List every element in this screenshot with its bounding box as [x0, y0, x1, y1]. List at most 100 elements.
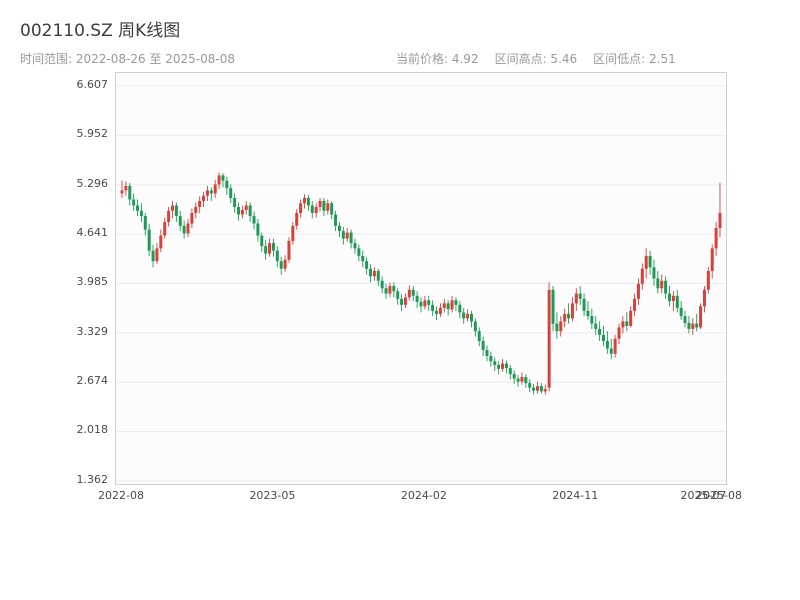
candle-body	[454, 300, 458, 305]
candle-body	[136, 205, 140, 211]
candle-body	[660, 280, 664, 289]
candle-body	[683, 316, 687, 323]
candle-body	[186, 223, 190, 234]
candle-body	[415, 295, 419, 302]
candle-body	[388, 286, 392, 294]
candle-body	[411, 289, 415, 296]
candle-body	[489, 356, 493, 362]
candle-body	[271, 243, 275, 251]
candle-body	[473, 321, 477, 332]
candle-body	[605, 340, 609, 349]
candle-body	[462, 312, 466, 319]
candle-body	[326, 203, 330, 211]
candle-body	[279, 261, 283, 269]
candle-body	[485, 350, 489, 357]
y-tick-label: 5.296	[76, 176, 109, 190]
candle-body	[213, 184, 217, 194]
candle-body	[427, 300, 431, 305]
candle-body	[341, 231, 345, 239]
candle-body	[151, 250, 155, 262]
candle-body	[318, 200, 322, 207]
candle-body	[174, 205, 178, 217]
candle-body	[644, 255, 648, 269]
candle-body	[256, 223, 260, 236]
candle-body	[547, 289, 551, 388]
candle-body	[675, 295, 679, 308]
candlestick-chart	[116, 73, 726, 484]
candle-body	[613, 338, 617, 354]
x-tick-label: 2023-05	[249, 489, 296, 502]
current-price-stat: 当前价格: 4.92	[396, 52, 479, 66]
x-tick-label: 2025-07	[680, 489, 727, 502]
candle-body	[190, 213, 194, 224]
candle-body	[687, 322, 691, 329]
candle-body	[520, 377, 524, 382]
candle-body	[369, 268, 373, 277]
candle-body	[330, 203, 334, 215]
candle-body	[594, 323, 598, 329]
candle-body	[128, 185, 132, 200]
candle-body	[621, 321, 625, 328]
candle-body	[512, 374, 516, 379]
candle-body	[310, 205, 314, 214]
candle-body	[570, 303, 574, 319]
candle-body	[469, 313, 473, 322]
candle-body	[334, 214, 338, 226]
candle-body	[248, 205, 252, 217]
candle-body	[442, 303, 446, 308]
candle-body	[147, 229, 151, 251]
candle-body	[563, 313, 567, 322]
candle-body	[376, 270, 380, 281]
candle-body	[225, 180, 229, 189]
y-tick-label: 6.607	[76, 78, 109, 92]
candle-body	[295, 213, 299, 226]
candle-body	[244, 205, 248, 210]
y-tick-label: 3.329	[76, 324, 109, 338]
candle-body	[407, 289, 411, 298]
candle-body	[132, 199, 136, 206]
candle-body	[466, 313, 470, 319]
candle-body	[714, 228, 718, 249]
candle-body	[139, 210, 143, 217]
candle-body	[303, 197, 307, 204]
candle-body	[539, 386, 543, 392]
candle-body	[167, 210, 171, 223]
candle-body	[516, 378, 520, 382]
candle-body	[275, 250, 279, 262]
candle-body	[481, 340, 485, 351]
candle-body	[163, 222, 167, 236]
candle-body	[264, 246, 268, 254]
candle-body	[671, 295, 675, 302]
candle-body	[450, 300, 454, 310]
candle-body	[695, 323, 699, 328]
candle-body	[559, 321, 563, 332]
candle-body	[582, 298, 586, 311]
candle-body	[501, 363, 505, 369]
candle-body	[170, 205, 174, 211]
x-tick-label: 2024-02	[400, 489, 447, 502]
candle-body	[601, 334, 605, 341]
candle-body	[477, 331, 481, 341]
candle-body	[648, 255, 652, 268]
candle-body	[291, 225, 295, 241]
candle-body	[567, 313, 571, 319]
candle-body	[283, 259, 287, 269]
candle-body	[403, 297, 407, 305]
price-stats: 当前价格: 4.92 区间高点: 5.46 区间低点: 2.51	[396, 50, 676, 67]
candle-body	[617, 327, 621, 339]
candlestick-plot-area	[115, 72, 727, 485]
candle-body	[182, 225, 186, 234]
candle-body	[419, 301, 423, 307]
candle-body	[578, 293, 582, 299]
candle-body	[636, 283, 640, 299]
candle-body	[178, 216, 182, 226]
candle-body	[699, 306, 703, 328]
candle-body	[551, 289, 555, 324]
candle-body	[586, 310, 590, 317]
candle-body	[625, 321, 629, 326]
y-tick-label: 3.985	[76, 275, 109, 289]
candle-body	[656, 278, 660, 289]
candle-body	[524, 377, 528, 384]
candle-body	[372, 270, 376, 277]
candle-body	[314, 206, 318, 214]
